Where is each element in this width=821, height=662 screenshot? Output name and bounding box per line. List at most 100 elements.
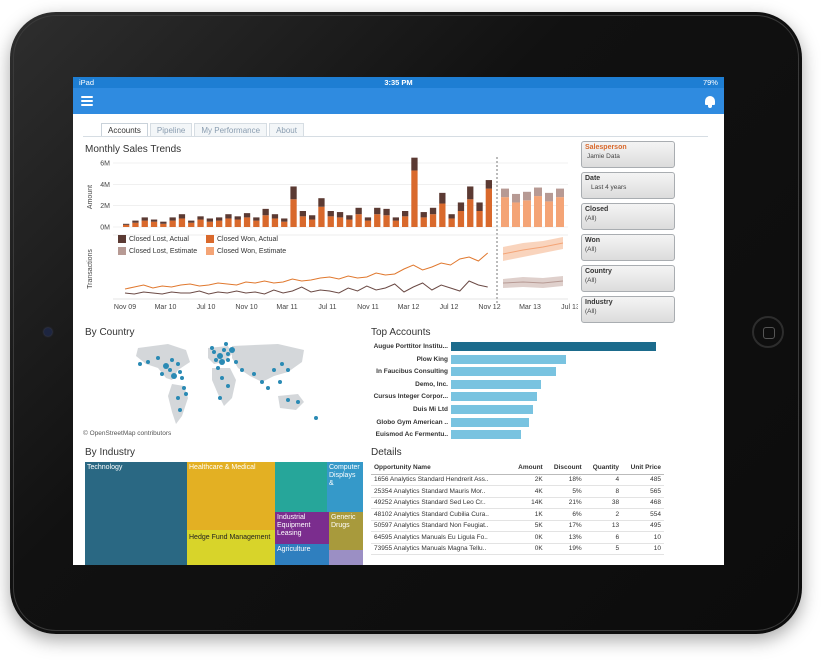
filter-country[interactable]: Country (All) xyxy=(581,265,675,292)
legend-lost-estimate: Closed Lost, Estimate xyxy=(118,247,197,255)
filter-industry[interactable]: Industry (All) xyxy=(581,296,675,323)
bar-won-actual xyxy=(355,214,362,227)
treemap-generic-drugs[interactable]: Generic Drugs xyxy=(329,512,363,550)
bar-lost-actual xyxy=(243,213,251,218)
tab-bar: Accounts Pipeline My Performance About xyxy=(101,123,304,137)
table-row[interactable]: 50597 Analytics Standard Non Feugiat.. 5K… xyxy=(371,520,664,532)
account-bar[interactable] xyxy=(451,354,566,364)
account-bar[interactable] xyxy=(451,430,521,440)
account-name: Augue Porttitor Institu... xyxy=(373,343,448,350)
filter-closed[interactable]: Closed (All) xyxy=(581,203,675,230)
details-title: Details xyxy=(371,447,402,458)
map-land xyxy=(136,344,304,424)
table-cell: 13% xyxy=(545,531,585,544)
column-header[interactable]: Quantity xyxy=(584,462,623,475)
treemap-agriculture[interactable]: Agriculture xyxy=(275,544,329,565)
filter-date[interactable]: Date Last 4 years xyxy=(581,172,675,199)
table-cell: 1656 Analytics Standard Hendrerit Ass.. xyxy=(371,474,511,486)
account-row[interactable]: Demo, Inc. xyxy=(371,379,542,390)
country-map[interactable] xyxy=(128,340,328,432)
tab-pipeline[interactable]: Pipeline xyxy=(149,123,193,137)
menu-icon[interactable] xyxy=(81,96,93,106)
bar-won-actual xyxy=(141,220,148,227)
filter-salesperson[interactable]: Salesperson Jamie Data xyxy=(581,141,675,168)
bar-won-actual xyxy=(206,221,213,227)
bar-won-actual xyxy=(309,219,316,227)
treemap-industrial-equipment[interactable]: Industrial Equipment Leasing xyxy=(275,512,329,544)
home-button[interactable] xyxy=(752,316,784,348)
account-row[interactable]: Plow King xyxy=(371,354,566,365)
y-tick-label: 2M xyxy=(100,203,110,210)
bar-lost-actual xyxy=(178,214,186,219)
table-cell: 5% xyxy=(545,485,585,498)
table-cell: 8 xyxy=(584,485,623,498)
treemap-hedge-fund[interactable]: Hedge Fund Management xyxy=(187,530,275,565)
tab-about[interactable]: About xyxy=(269,123,304,137)
x-tick-label: Mar 12 xyxy=(398,304,420,311)
account-row[interactable]: Augue Porttitor Institu... xyxy=(371,341,656,352)
table-cell: 0K xyxy=(510,531,546,544)
table-cell: 468 xyxy=(622,497,664,509)
filter-value: (All) xyxy=(585,308,597,315)
bar-lost-actual xyxy=(197,216,204,220)
bar-won-actual xyxy=(411,170,418,227)
filter-label: Industry xyxy=(585,299,613,306)
account-row[interactable]: In Faucibus Consulting xyxy=(371,366,556,377)
bell-icon[interactable] xyxy=(704,95,716,108)
account-row[interactable]: Duis Mi Ltd xyxy=(371,404,533,415)
bar-lost-actual xyxy=(281,218,288,222)
app-screen: iPad 3:35 PM 79% Accounts Pipeline My Pe… xyxy=(73,77,724,565)
bar-lost-actual xyxy=(318,198,325,207)
account-name: Cursus Integer Corpor... xyxy=(373,393,448,401)
table-row[interactable]: 25354 Analytics Standard Mauris Mor.. 4K 5… xyxy=(371,485,664,498)
account-bar[interactable] xyxy=(451,405,533,414)
industry-treemap: Technology Healthcare & Medical Hedge Fu… xyxy=(85,462,363,565)
table-row[interactable]: 49252 Analytics Standard Sed Leo Cr.. 14K… xyxy=(371,497,664,509)
filter-value: (All) xyxy=(585,277,597,284)
table-cell: 554 xyxy=(622,508,664,521)
bar-won-actual xyxy=(169,220,176,227)
account-bar[interactable] xyxy=(451,417,529,427)
bar-won-actual xyxy=(420,217,427,227)
treemap-other[interactable] xyxy=(329,550,363,565)
account-row[interactable]: Euismod Ac Fermentu.. xyxy=(371,429,521,440)
treemap-teal[interactable] xyxy=(275,462,327,512)
bar-lost-estimate xyxy=(545,192,553,202)
table-cell: 48102 Analytics Standard Cubilia Cura.. xyxy=(371,508,511,521)
treemap-healthcare[interactable]: Healthcare & Medical xyxy=(187,462,275,530)
bar-won-actual xyxy=(402,216,409,227)
column-header[interactable]: Discount xyxy=(545,462,585,475)
account-bar[interactable] xyxy=(451,379,542,389)
column-header[interactable]: Opportunity Name xyxy=(371,462,511,475)
table-row[interactable]: 73955 Analytics Manuals Magna Tellu.. 0K 1… xyxy=(371,543,664,555)
account-bar[interactable] xyxy=(451,342,656,351)
treemap-computer-displays[interactable]: Computer Displays & xyxy=(327,462,363,512)
tab-my-performance[interactable]: My Performance xyxy=(194,123,268,137)
bar-lost-actual xyxy=(150,219,158,222)
monthly-sales-chart[interactable]: 6M 4M 2M 0M Amount Transactions Nov 09 Mar 10 Ju… xyxy=(83,157,578,317)
table-row[interactable]: 48102 Analytics Standard Cubilia Cura.. 1… xyxy=(371,508,664,521)
top-accounts-title: Top Accounts xyxy=(371,327,431,338)
account-row[interactable]: Globo Gym American .. xyxy=(371,417,529,428)
bar-won-actual xyxy=(290,199,297,227)
bar-lost-actual xyxy=(420,212,427,218)
table-row[interactable]: 1656 Analytics Standard Hendrerit Ass.. 2… xyxy=(371,474,664,486)
account-bar[interactable] xyxy=(451,392,538,402)
bar-won-estimate xyxy=(556,197,564,227)
treemap-technology[interactable]: Technology xyxy=(85,462,187,565)
tab-accounts[interactable]: Accounts xyxy=(101,123,148,137)
account-name: Duis Mi Ltd xyxy=(412,406,448,413)
column-header[interactable]: Amount xyxy=(510,462,546,475)
column-header[interactable]: Unit Price xyxy=(622,462,664,475)
bar-won-actual xyxy=(485,188,492,227)
bar-lost-estimate xyxy=(556,188,564,198)
filter-won[interactable]: Won (All) xyxy=(581,234,675,261)
estimate-line-lost xyxy=(502,280,564,284)
filter-label: Closed xyxy=(585,206,609,213)
account-row[interactable]: Cursus Integer Corpor... xyxy=(371,391,538,402)
table-cell: 2 xyxy=(584,508,623,521)
transactions-lost-line xyxy=(124,280,488,295)
bar-lost-actual xyxy=(439,192,446,204)
account-bar[interactable] xyxy=(451,367,556,377)
table-row[interactable]: 64595 Analytics Manuals Eu Ligula Fo.. 0K… xyxy=(371,531,664,544)
